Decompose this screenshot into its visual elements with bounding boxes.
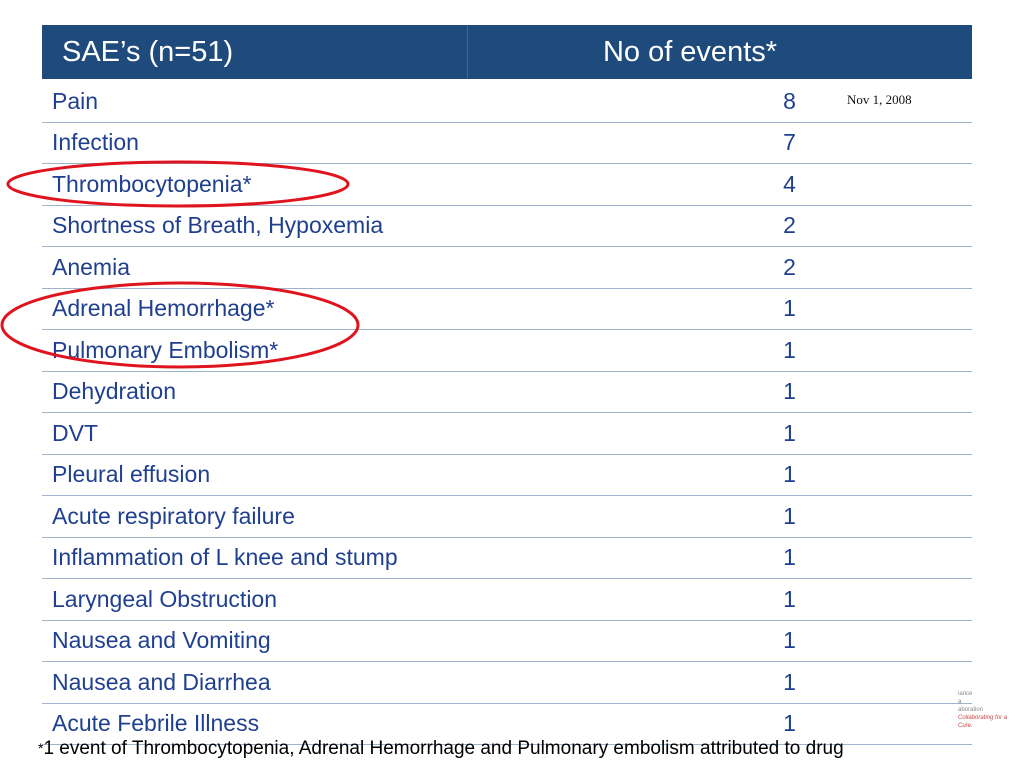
logo-text-3: aboration (958, 707, 984, 713)
row-count: 1 (783, 295, 796, 322)
row-count: 1 (783, 668, 796, 695)
table-row: Inflammation of L knee and stump 1 (42, 538, 972, 579)
footnote-text: 1 event of Thrombocytopenia, Adrenal Hem… (43, 738, 844, 759)
date-note: Nov 1, 2008 (847, 92, 912, 107)
row-label: Inflammation of L knee and stump (52, 544, 398, 571)
sae-table: SAE’s (n=51) No of events* Pain 8 Infectio… (42, 25, 972, 745)
footnote-star: * (38, 740, 44, 756)
header-sae-column: SAE’s (n=51) (42, 25, 468, 79)
logo-text-1: iance (958, 691, 973, 697)
row-label: Infection (52, 129, 139, 156)
table-row: Infection 7 (42, 123, 972, 164)
row-label: Shortness of Breath, Hypoxemia (52, 212, 384, 239)
row-count: 7 (783, 129, 796, 156)
table-row: Pulmonary Embolism* 1 (42, 330, 972, 372)
row-count: 1 (783, 502, 796, 529)
row-label: Laryngeal Obstruction (52, 585, 278, 612)
row-count: 1 (783, 627, 796, 654)
row-label: Nausea and Vomiting (52, 627, 271, 654)
table-row: Adrenal Hemorrhage* 1 (42, 289, 972, 330)
table-row: Acute Febrile Illness 1 (42, 704, 972, 745)
row-label: Pain (52, 87, 99, 114)
row-count: 1 (783, 710, 796, 737)
row-label: DVT (52, 419, 98, 446)
row-count: 8 (783, 87, 796, 114)
table-body: Pain 8 Infection 7 Thrombocytopenia* 4 Shortne… (42, 81, 972, 745)
row-count: 4 (783, 170, 796, 197)
row-label: Pleural effusion (52, 461, 211, 488)
row-label: Adrenal Hemorrhage* (52, 295, 275, 322)
row-count: 1 (783, 378, 796, 405)
table-row: Shortness of Breath, Hypoxemia 2 (42, 206, 972, 247)
table-header: SAE’s (n=51) No of events* (42, 25, 972, 79)
table-row: Thrombocytopenia* 4 (42, 164, 972, 206)
row-count: 1 (783, 336, 796, 363)
table-row: Nausea and Diarrhea 1 (42, 662, 972, 704)
row-count: 2 (783, 212, 796, 239)
row-count: 1 (783, 544, 796, 571)
row-label: Acute Febrile Illness (52, 710, 260, 737)
row-label: Nausea and Diarrhea (52, 668, 271, 695)
row-count: 1 (783, 419, 796, 446)
row-label: Anemia (52, 253, 130, 280)
row-label: Dehydration (52, 378, 177, 405)
logo-tagline: Collaborating for a Cure. (958, 715, 1008, 729)
footnote: *1 event of Thrombocytopenia, Adrenal He… (38, 738, 844, 760)
table-row: Laryngeal Obstruction 1 (42, 579, 972, 621)
row-label: Acute respiratory failure (52, 502, 295, 529)
row-label: Pulmonary Embolism* (52, 336, 279, 363)
table-row: Pain 8 (42, 81, 972, 123)
table-row: Dehydration 1 (42, 372, 972, 413)
logo-text-2: a (958, 699, 962, 705)
table-row: Pleural effusion 1 (42, 455, 972, 496)
row-count: 1 (783, 585, 796, 612)
row-label: Thrombocytopenia* (52, 170, 252, 197)
table-row: Acute respiratory failure 1 (42, 496, 972, 538)
header-events-column: No of events* (602, 35, 778, 68)
table-row: Nausea and Vomiting 1 (42, 621, 972, 662)
table-row: DVT 1 (42, 413, 972, 455)
row-count: 2 (783, 253, 796, 280)
row-count: 1 (783, 461, 796, 488)
table-row: Anemia 2 (42, 247, 972, 289)
organization-logo: iance a aboration Collaborating for a Cu… (958, 690, 1018, 750)
